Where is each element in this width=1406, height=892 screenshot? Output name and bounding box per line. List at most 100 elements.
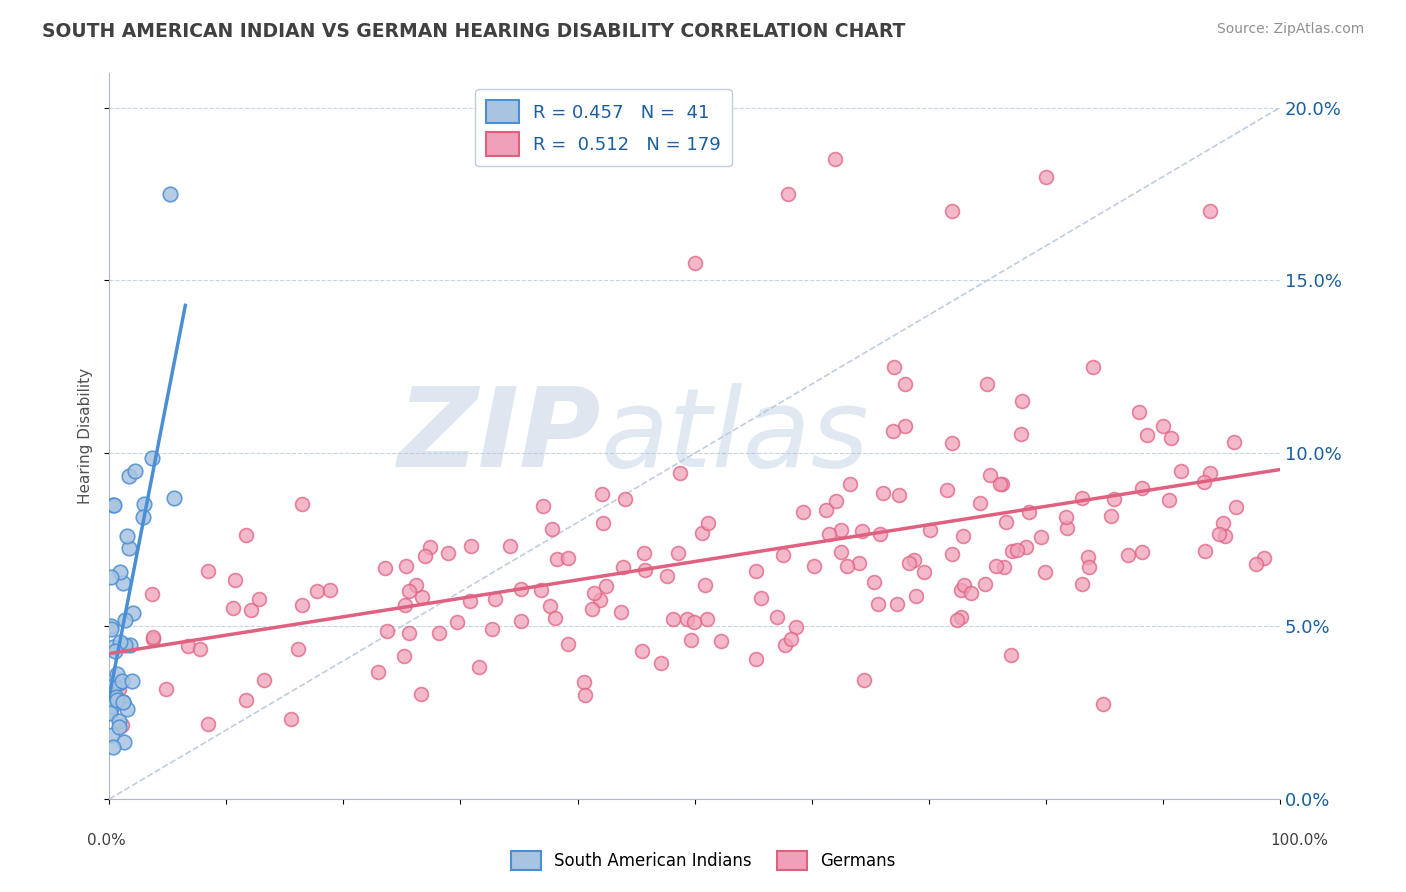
Point	[155, 682, 177, 697]
Point	[1130, 481, 1153, 495]
Point	[690, 526, 713, 541]
Point	[544, 611, 567, 625]
Point	[103, 498, 125, 512]
Point	[778, 186, 800, 201]
Point	[108, 565, 131, 579]
Point	[104, 644, 127, 658]
Point	[837, 558, 859, 573]
Point	[1136, 427, 1159, 442]
Point	[108, 714, 131, 728]
Point	[946, 613, 969, 627]
Point	[1001, 544, 1024, 558]
Point	[886, 598, 908, 612]
Point	[1192, 475, 1215, 490]
Point	[108, 681, 131, 696]
Point	[589, 593, 612, 607]
Text: Source: ZipAtlas.com: Source: ZipAtlas.com	[1216, 22, 1364, 37]
Point	[935, 483, 957, 498]
Point	[419, 541, 441, 555]
Point	[413, 549, 436, 563]
Point	[710, 634, 733, 648]
Point	[979, 467, 1001, 482]
Point	[224, 573, 246, 587]
Point	[1152, 418, 1174, 433]
Point	[221, 601, 243, 615]
Point	[498, 539, 520, 553]
Point	[118, 638, 141, 652]
Point	[111, 695, 134, 709]
Point	[950, 582, 973, 597]
Point	[367, 665, 389, 679]
Point	[409, 687, 432, 701]
Point	[197, 564, 219, 578]
Point	[1033, 565, 1056, 579]
Point	[1213, 529, 1236, 543]
Point	[613, 491, 636, 506]
Point	[118, 469, 141, 483]
Point	[108, 720, 131, 734]
Point	[633, 546, 655, 560]
Point	[115, 702, 138, 716]
Point	[114, 638, 136, 652]
Point	[848, 556, 870, 570]
Point	[111, 673, 134, 688]
Point	[105, 666, 128, 681]
Point	[247, 592, 270, 607]
Point	[446, 615, 468, 629]
Point	[792, 505, 814, 519]
Point	[920, 523, 942, 537]
Point	[1011, 394, 1033, 409]
Point	[557, 551, 579, 566]
Point	[188, 641, 211, 656]
Point	[817, 526, 839, 541]
Point	[280, 712, 302, 726]
Point	[159, 186, 181, 201]
Point	[772, 548, 794, 562]
Point	[1199, 466, 1222, 480]
Legend: South American Indians, Germans: South American Indians, Germans	[503, 844, 903, 877]
Point	[697, 516, 720, 530]
Point	[1170, 464, 1192, 478]
Point	[631, 644, 654, 658]
Point	[904, 589, 927, 603]
Point	[121, 674, 143, 689]
Point	[766, 610, 789, 624]
Point	[572, 675, 595, 690]
Point	[894, 377, 917, 392]
Point	[101, 728, 124, 742]
Point	[949, 610, 972, 624]
Point	[991, 476, 1014, 491]
Point	[959, 586, 981, 600]
Point	[541, 522, 564, 536]
Point	[101, 698, 124, 713]
Point	[100, 705, 122, 719]
Point	[118, 541, 141, 555]
Point	[132, 510, 155, 524]
Point	[557, 637, 579, 651]
Point	[101, 740, 124, 755]
Point	[142, 630, 165, 644]
Point	[592, 516, 614, 530]
Point	[683, 256, 706, 270]
Point	[530, 582, 553, 597]
Point	[894, 418, 917, 433]
Point	[883, 359, 905, 374]
Text: 100.0%: 100.0%	[1271, 833, 1329, 847]
Point	[1035, 169, 1057, 184]
Point	[1054, 510, 1077, 524]
Legend: R = 0.457   N =  41, R =  0.512   N = 179: R = 0.457 N = 41, R = 0.512 N = 179	[475, 89, 731, 167]
Point	[458, 594, 481, 608]
Point	[374, 561, 396, 575]
Point	[1081, 359, 1104, 374]
Point	[610, 605, 633, 619]
Point	[852, 673, 875, 688]
Point	[121, 606, 143, 620]
Point	[941, 547, 963, 561]
Point	[100, 706, 122, 720]
Point	[510, 582, 533, 596]
Point	[1223, 435, 1246, 450]
Point	[481, 622, 503, 636]
Point	[830, 544, 852, 558]
Point	[134, 497, 156, 511]
Point	[745, 564, 768, 578]
